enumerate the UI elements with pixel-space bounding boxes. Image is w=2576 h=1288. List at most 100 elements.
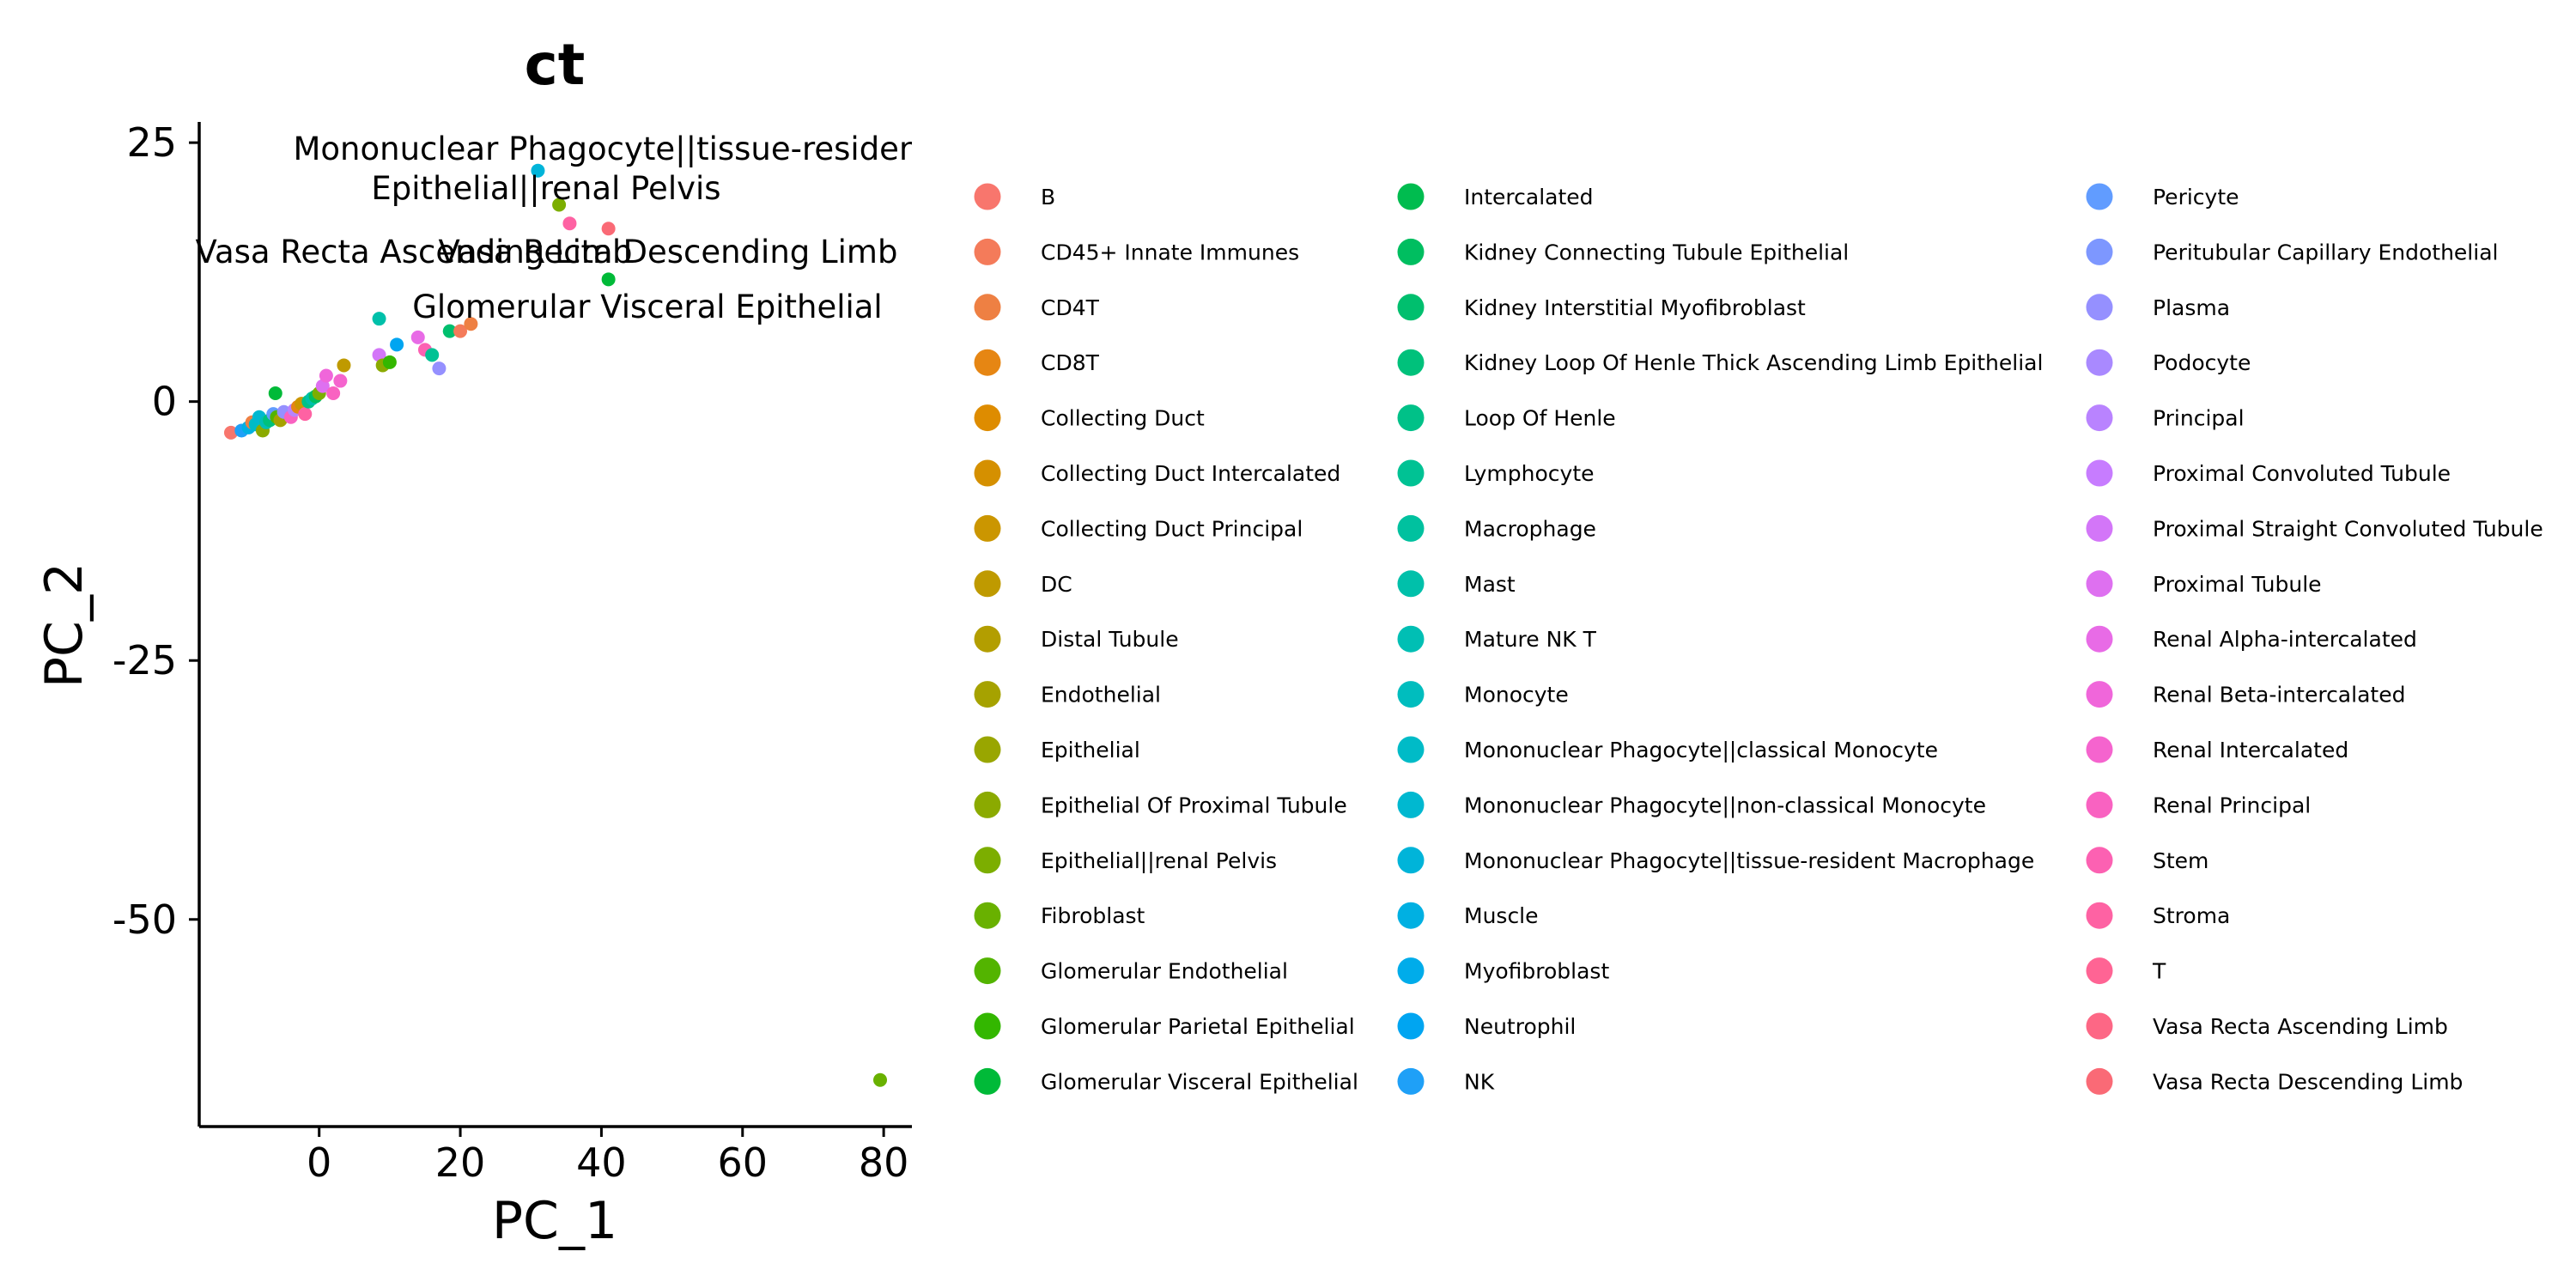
legend-label: Renal Beta-intercalated [2153, 683, 2405, 708]
data-point [531, 163, 545, 178]
legend-marker [1397, 625, 1425, 653]
data-point [319, 368, 333, 383]
legend-label: Collecting Duct [1041, 406, 1205, 431]
x-tick-label: 20 [435, 1139, 486, 1186]
data-point [372, 312, 386, 326]
data-point [425, 348, 440, 362]
legend-marker [1397, 902, 1425, 929]
y-tick-label: 0 [152, 379, 177, 425]
legend-label: Glomerular Parietal Epithelial [1041, 1014, 1355, 1039]
legend-marker [974, 294, 1001, 321]
legend-marker [2086, 957, 2113, 985]
legend-marker [1397, 1067, 1425, 1095]
legend-marker [974, 736, 1001, 763]
chart-title: ct [525, 32, 586, 98]
legend-label: Myofibroblast [1464, 959, 1609, 984]
data-point [326, 386, 341, 401]
legend-marker [974, 514, 1001, 542]
legend-marker [1397, 459, 1425, 487]
legend-label: DC [1041, 572, 1072, 597]
legend-marker [2086, 1012, 2113, 1040]
y-tick-label: 25 [126, 119, 177, 166]
data-point [442, 324, 457, 338]
axes: 0 20 40 60 80 25 0 -25 -50 [112, 119, 912, 1186]
legend-label: Stroma [2153, 903, 2230, 928]
legend-label: Fibroblast [1041, 903, 1145, 928]
legend-marker [2086, 847, 2113, 874]
legend-marker [974, 1067, 1001, 1095]
legend-marker [974, 349, 1001, 376]
x-axis-title: PC_1 [492, 1191, 617, 1251]
legend-label: Renal Intercalated [2153, 738, 2348, 762]
legend-marker [974, 238, 1001, 265]
y-tick-label: -25 [112, 637, 177, 683]
legend-label: Mast [1464, 572, 1516, 597]
legend-label: Kidney Connecting Tubule Epithelial [1464, 240, 1849, 264]
legend-label: NK [1464, 1069, 1495, 1094]
legend-marker [974, 625, 1001, 653]
x-tick-label: 0 [307, 1139, 331, 1186]
legend-marker [2086, 404, 2113, 432]
data-point [268, 386, 283, 401]
point-annotation: Vasa Recta Ascending Limb [196, 234, 633, 270]
legend-label: Intercalated [1464, 185, 1594, 210]
legend-label: Stem [2153, 848, 2208, 873]
legend-marker [974, 183, 1001, 210]
data-point [453, 324, 468, 338]
legend-marker [1397, 238, 1425, 265]
legend-marker [1397, 847, 1425, 874]
legend-label: Collecting Duct Principal [1041, 516, 1303, 541]
legend-label: Mature NK T [1464, 627, 1597, 652]
legend-label: CD4T [1041, 295, 1100, 320]
legend-label: Epithelial||renal Pelvis [1041, 848, 1277, 873]
data-point [298, 407, 313, 422]
data-point [464, 317, 478, 331]
legend-marker [1397, 514, 1425, 542]
legend-marker [2086, 570, 2113, 598]
legend-marker [1397, 736, 1425, 763]
legend-label: Mononuclear Phagocyte||classical Monocyt… [1464, 738, 1938, 762]
legend-marker [1397, 957, 1425, 985]
legend-marker [2086, 459, 2113, 487]
legend-marker [1397, 1012, 1425, 1040]
legend-label: Mononuclear Phagocyte||non-classical Mon… [1464, 793, 1986, 817]
legend-label: CD8T [1041, 350, 1100, 375]
data-point [601, 222, 616, 236]
legend-label: Podocyte [2153, 350, 2251, 375]
legend-marker [2086, 294, 2113, 321]
legend-label: Lymphocyte [1464, 461, 1595, 486]
data-points [223, 163, 888, 1087]
data-point [315, 379, 330, 393]
legend-label: Proximal Convoluted Tubule [2153, 461, 2451, 486]
legend-label: Glomerular Endothelial [1041, 959, 1288, 984]
legend-marker [1397, 681, 1425, 708]
legend-label: Epithelial Of Proximal Tubule [1041, 793, 1347, 817]
legend-label: Pericyte [2153, 185, 2239, 210]
x-tick-label: 40 [576, 1139, 627, 1186]
legend-label: Macrophage [1464, 516, 1596, 541]
annotations: Mononuclear Phagocyte||tissue-resident M… [196, 131, 912, 325]
legend-marker [2086, 238, 2113, 265]
legend-marker [1397, 570, 1425, 598]
data-point [372, 348, 386, 362]
legend-label: Renal Alpha-intercalated [2153, 627, 2417, 652]
legend-label: Proximal Tubule [2153, 572, 2322, 597]
legend-label: Proximal Straight Convoluted Tubule [2153, 516, 2543, 541]
legend-marker [1397, 791, 1425, 818]
legend-marker [2086, 514, 2113, 542]
legend-marker [974, 902, 1001, 929]
legend-marker [2086, 902, 2113, 929]
point-annotation: Vasa Recta Descending Limb [439, 234, 898, 270]
legend-marker [974, 570, 1001, 598]
point-annotation: Epithelial||renal Pelvis [371, 170, 720, 207]
legend-label: Loop Of Henle [1464, 406, 1616, 431]
data-point [337, 358, 351, 373]
legend-label: Renal Principal [2153, 793, 2311, 817]
legend-label: Muscle [1464, 903, 1539, 928]
legend-marker [2086, 183, 2113, 210]
legend-label: Peritubular Capillary Endothelial [2153, 240, 2498, 264]
legend-marker [2086, 625, 2113, 653]
data-point [382, 355, 397, 369]
legend-marker [2086, 349, 2113, 376]
